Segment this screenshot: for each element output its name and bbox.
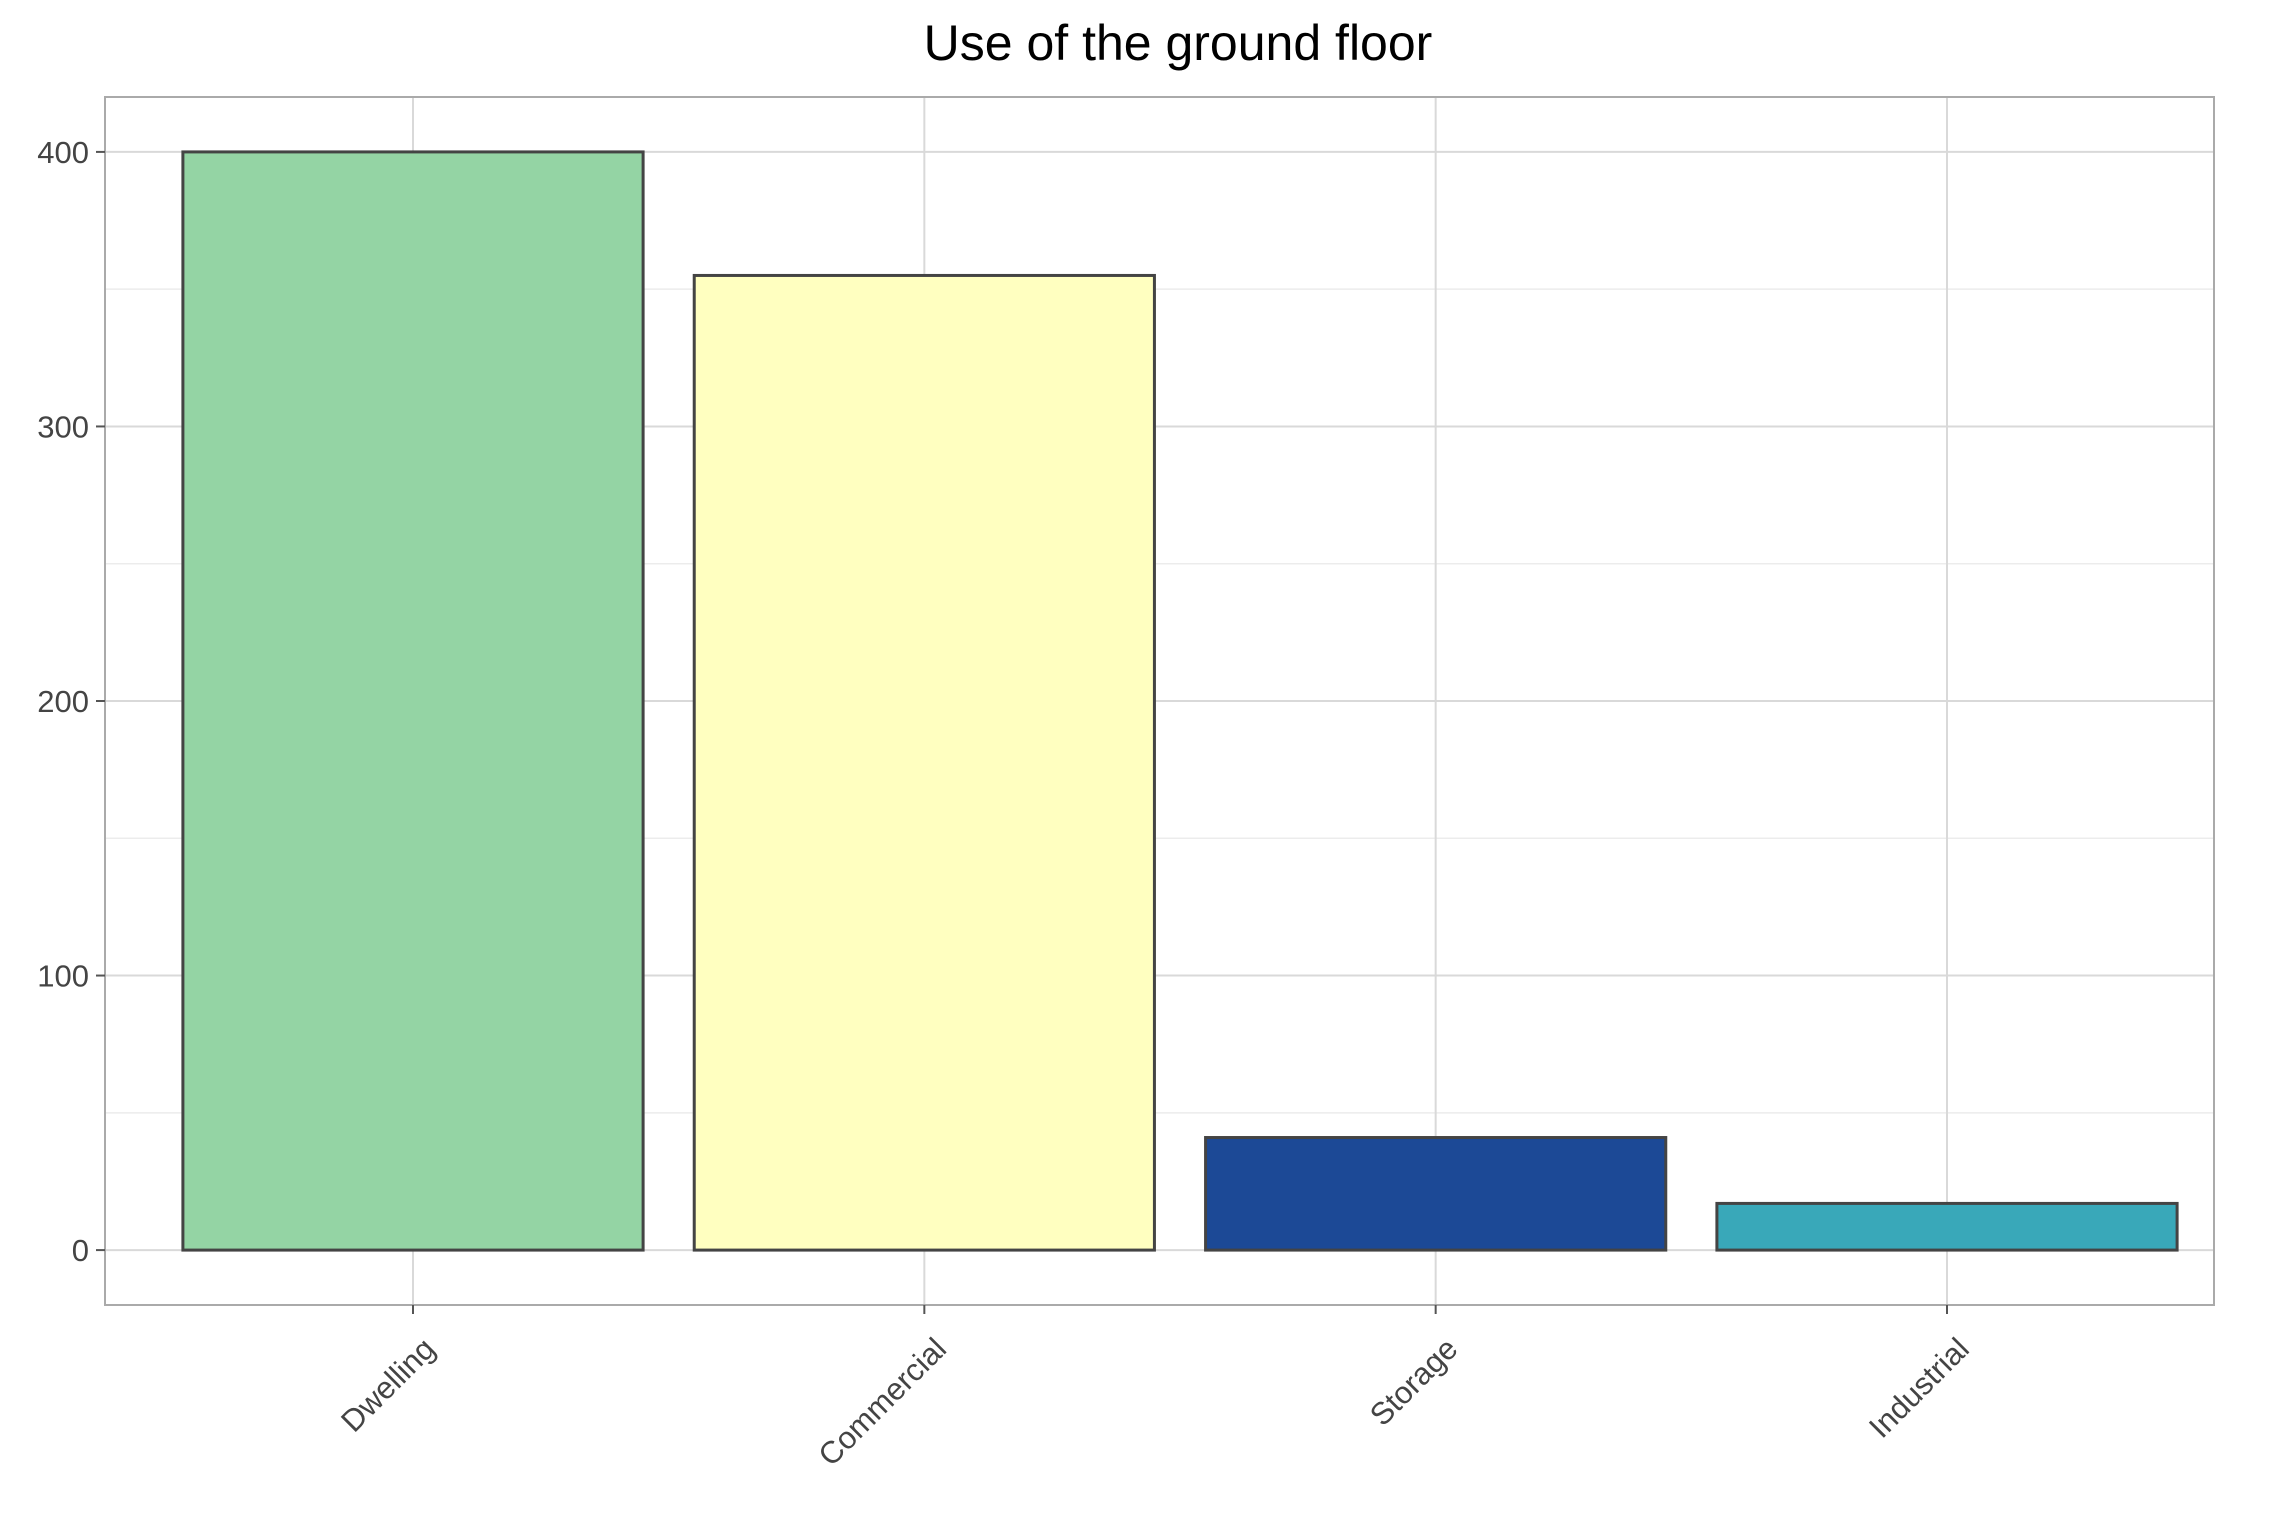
x-tick-label-industrial: Industrial xyxy=(1862,1331,1976,1445)
x-tick-label-dwelling: Dwelling xyxy=(334,1331,442,1439)
bar-industrial xyxy=(1715,1201,2179,1252)
y-axis-ticks: 0 100 200 300 400 xyxy=(37,135,105,1268)
bar-commercial xyxy=(692,273,1156,1252)
x-axis-ticks: Dwelling Commercial Storage Industrial xyxy=(334,1305,1976,1473)
bar-storage xyxy=(1204,1136,1668,1252)
bars-layer xyxy=(181,150,2179,1252)
y-tick-label: 100 xyxy=(37,959,89,994)
chart-title: Use of the ground floor xyxy=(924,15,1433,71)
y-tick-label: 300 xyxy=(37,409,89,444)
bar-dwelling xyxy=(181,150,645,1252)
x-tick-label-commercial: Commercial xyxy=(811,1331,953,1473)
x-tick-label-storage: Storage xyxy=(1363,1331,1465,1433)
y-tick-label: 400 xyxy=(37,135,89,170)
y-tick-label: 0 xyxy=(72,1233,89,1268)
y-tick-label: 200 xyxy=(37,684,89,719)
